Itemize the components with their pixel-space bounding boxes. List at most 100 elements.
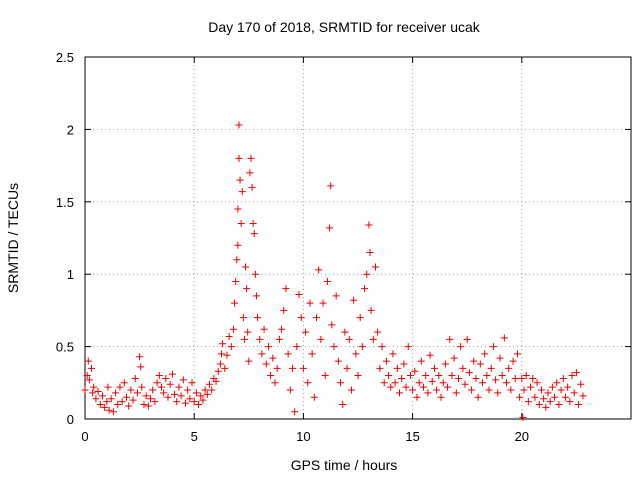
data-point [363,270,371,278]
data-point [223,351,231,359]
data-point [173,398,181,406]
data-point [332,292,340,300]
data-point [328,321,336,329]
data-point [409,386,417,394]
data-point [537,386,545,394]
data-point [540,395,548,403]
data-point [267,372,275,380]
data-point [516,393,524,401]
data-point [282,285,290,293]
data-point [317,335,325,343]
data-point [450,354,458,362]
data-point [295,290,303,298]
data-point [242,263,250,271]
data-point [234,241,242,249]
data-point [345,335,353,343]
data-point [171,390,179,398]
data-point [542,403,550,411]
data-point [269,354,277,362]
data-point [441,360,449,368]
data-point [164,393,172,401]
data-point [120,379,128,387]
data-point [568,372,576,380]
data-point [286,386,294,394]
data-point [511,374,519,382]
data-point [131,374,139,382]
data-point [498,372,506,380]
data-point [251,270,259,278]
data-point [492,376,500,384]
data-point [249,220,257,228]
data-point [339,401,347,409]
data-point [88,364,96,372]
data-point [463,335,471,343]
x-tick-label: 0 [81,429,88,444]
data-point [92,395,100,403]
data-point [356,314,364,322]
data-point [133,389,141,397]
data-point [420,383,428,391]
data-point [579,392,587,400]
data-point [181,399,189,407]
data-point [387,383,395,391]
data-point [533,379,541,387]
data-point [457,343,465,351]
data-point [474,393,482,401]
data-point [125,402,133,410]
y-tick-label: 0 [67,412,74,427]
data-point [476,360,484,368]
data-point [188,379,196,387]
data-point [233,256,241,264]
data-point [505,364,513,372]
data-point [299,364,307,372]
data-point [524,398,532,406]
data-point [244,328,252,336]
data-point [439,379,447,387]
data-point [85,376,93,384]
data-point [237,220,245,228]
data-points [81,121,587,422]
data-point [503,379,511,387]
data-point [448,372,456,380]
data-point [116,383,124,391]
x-tick-label: 5 [191,429,198,444]
data-point [522,372,530,380]
data-point [177,392,185,400]
data-point [273,364,281,372]
y-axis-label: SRMTID / TECUs [5,183,21,293]
data-point [337,379,345,387]
data-point [293,343,301,351]
data-point [365,221,373,229]
data-point [230,325,238,333]
data-point [205,380,213,388]
data-point [284,350,292,358]
data-point [216,360,224,368]
data-point [101,403,109,411]
data-point [175,383,183,391]
data-point [153,379,161,387]
data-point [260,325,268,333]
data-point [454,374,462,382]
data-point [513,350,521,358]
data-point [470,357,478,365]
data-point [566,398,574,406]
data-point [227,343,235,351]
data-point [487,364,495,372]
data-point [81,386,89,394]
data-point [112,389,120,397]
data-point [218,350,225,358]
data-point [354,372,362,380]
data-point [195,401,203,409]
data-point [179,376,187,384]
data-point [137,363,145,371]
data-point [527,383,535,391]
data-point [302,328,310,336]
data-point [485,386,493,394]
data-point [369,335,377,343]
data-point [546,398,554,406]
data-point [406,372,414,380]
data-point [559,374,567,382]
data-point [478,379,486,387]
data-point [315,266,323,274]
data-point [341,328,349,336]
